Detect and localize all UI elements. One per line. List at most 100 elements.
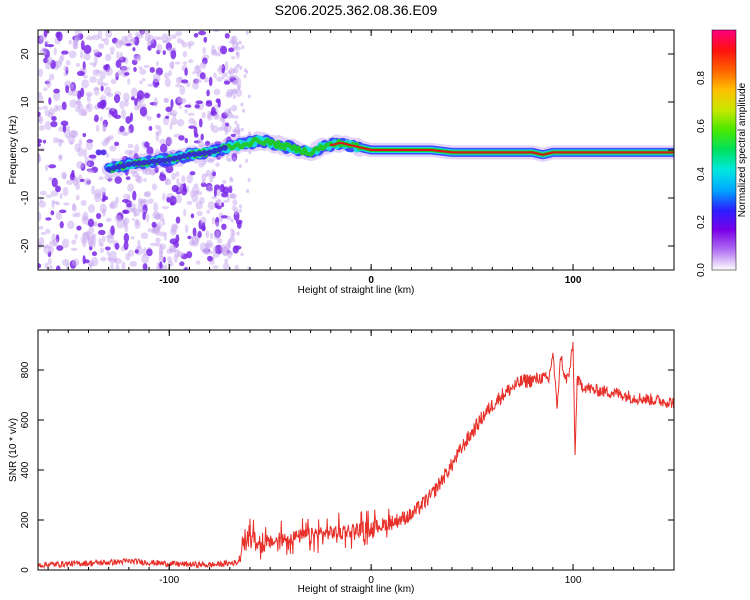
noise-blob [228,185,233,194]
noise-blob [44,120,52,131]
noise-blob [139,106,148,117]
noise-blob [230,228,234,234]
noise-blob [61,50,69,55]
noise-blob [38,143,42,147]
noise-blob [122,217,130,225]
noise-blob [187,112,195,116]
noise-blob [38,111,41,117]
noise-blob [110,263,114,270]
noise-blob [120,130,127,136]
noise-blob [53,91,61,102]
noise-blob [55,105,63,111]
noise-blob [232,245,239,254]
noise-blob [72,39,78,49]
noise-blob [92,49,100,55]
noise-blob [134,143,140,154]
noise-blob [97,229,106,236]
noise-blob [114,214,122,223]
noise-blob [121,65,125,75]
noise-blob [235,51,239,56]
noise-blob [159,231,166,237]
noise-blob [124,99,129,107]
noise-blob [171,172,176,181]
colorbar-tick-label: 0.4 [696,167,707,181]
noise-blob [71,239,77,245]
noise-blob [233,65,239,74]
noise-blob [223,80,231,85]
noise-blob [71,89,79,97]
noise-blob [59,192,63,200]
noise-blob [38,36,44,45]
noise-blob [104,53,112,62]
noise-blob [62,124,67,133]
noise-blob [60,120,69,127]
noise-blob [42,105,48,110]
noise-blob [164,178,172,186]
noise-blob [104,106,111,111]
noise-blob [52,137,59,144]
track-weak-segment [216,146,223,153]
noise-blob [206,185,214,193]
noise-blob [38,211,42,222]
noise-blob [222,179,227,185]
track-weak-segment [206,149,213,156]
noise-blob [189,171,196,176]
noise-blob [106,234,115,244]
noise-blob [68,50,77,59]
noise-blob [188,43,192,50]
spectrogram-xlabel: Height of straight line (km) [298,285,415,296]
noise-blob [127,128,132,135]
noise-blob [127,143,134,149]
noise-blob [159,243,167,250]
noise-blob [202,47,206,55]
noise-blob [105,152,110,158]
noise-blob [212,265,219,269]
noise-blob [184,267,188,270]
noise-blob [146,115,152,121]
noise-blob [119,100,125,110]
noise-blob [111,107,116,112]
noise-blob [228,67,235,76]
noise-blob [136,90,145,100]
noise-blob [170,117,178,126]
noise-blob [114,242,120,250]
noise-blob [55,185,61,193]
noise-blob [54,60,63,69]
noise-blob [213,113,220,120]
noise-blob [104,86,112,96]
noise-blob [125,43,132,47]
noise-blob [202,248,207,253]
noise-blob [178,135,185,141]
noise-blob [52,200,60,205]
noise-blob [153,202,159,212]
noise-blob [228,107,232,114]
noise-blob [191,185,200,194]
noise-blob [233,46,242,51]
noise-blob [198,141,205,147]
noise-blob [91,251,98,257]
noise-blob [236,123,240,128]
noise-blob [191,193,199,203]
noise-blob [114,141,120,147]
noise-blob [235,41,239,46]
noise-blob [59,221,64,229]
noise-blob [165,164,174,174]
noise-blob [245,30,249,35]
noise-blob [210,122,214,131]
track-weak-segment [151,158,158,165]
noise-blob [61,171,67,180]
noise-blob [186,251,193,259]
track-weak-segment [130,160,137,167]
noise-blob [222,118,226,126]
noise-blob [206,209,211,214]
noise-blob [200,133,204,141]
chart-title: S206.2025.362.08.36.E09 [275,2,438,18]
noise-blob [149,66,155,73]
noise-blob [130,37,136,43]
noise-blob [220,215,228,219]
noise-blob [93,221,98,227]
noise-blob [56,31,63,42]
noise-blob [247,178,251,183]
noise-blob [207,158,215,164]
colorbar-label: Normalized spectral amplitude [737,82,748,217]
